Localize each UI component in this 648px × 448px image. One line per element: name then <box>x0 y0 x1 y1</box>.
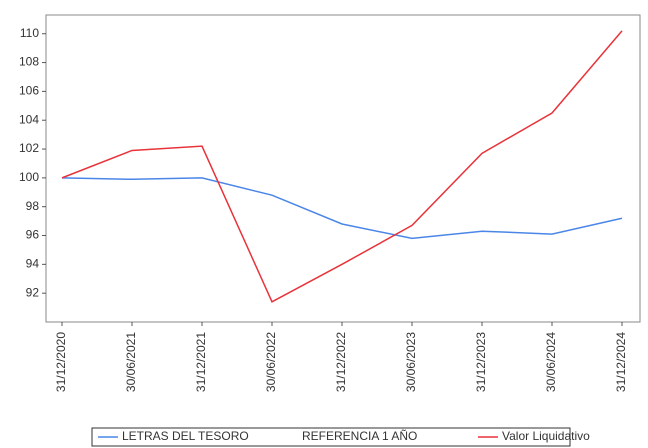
legend-label: REFERENCIA 1 AÑO <box>302 429 417 443</box>
x-tick-label: 31/12/2023 <box>474 332 488 392</box>
x-tick-label: 31/12/2021 <box>194 332 208 392</box>
series-line <box>61 177 623 240</box>
y-tick-label: 106 <box>19 84 39 98</box>
y-tick-label: 102 <box>19 141 39 155</box>
x-tick-label: 30/06/2021 <box>124 332 138 392</box>
legend-label: LETRAS DEL TESORO <box>122 429 249 443</box>
x-tick-label: 30/06/2024 <box>544 332 558 392</box>
y-tick-label: 108 <box>19 55 39 69</box>
y-tick-label: 92 <box>26 285 40 299</box>
y-tick-label: 104 <box>19 112 39 126</box>
x-tick-label: 31/12/2020 <box>54 332 68 392</box>
legend-box <box>91 427 571 447</box>
legend-label: Valor Liquidativo <box>502 429 590 443</box>
y-tick-label: 110 <box>20 26 39 40</box>
y-tick-label: 96 <box>26 228 40 242</box>
y-tick-label: 100 <box>19 170 39 184</box>
series-line <box>61 30 623 303</box>
x-tick-label: 31/12/2024 <box>614 332 628 392</box>
y-tick-label: 98 <box>26 199 40 213</box>
x-tick-label: 30/06/2022 <box>264 332 278 392</box>
x-tick-label: 30/06/2023 <box>404 332 418 392</box>
plot-frame <box>45 14 641 323</box>
y-tick-label: 94 <box>26 257 40 271</box>
x-tick-label: 31/12/2022 <box>334 332 348 392</box>
